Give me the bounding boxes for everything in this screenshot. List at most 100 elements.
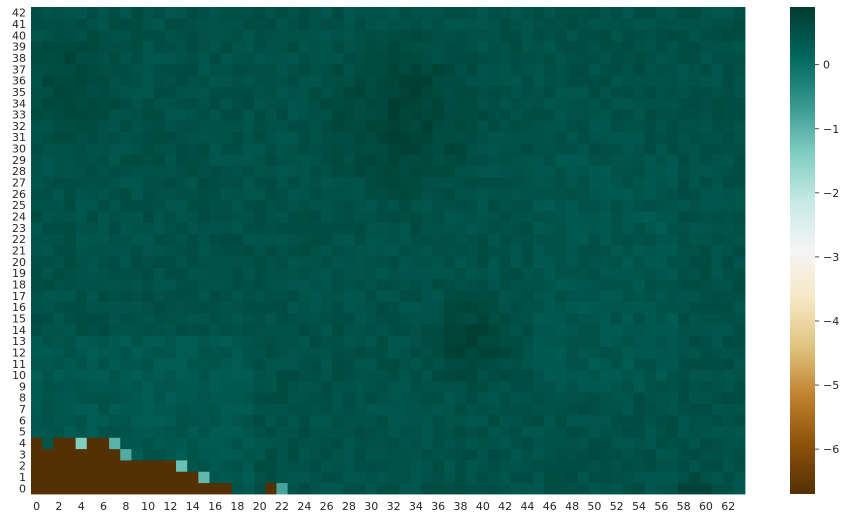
heatmap-cell <box>544 460 556 472</box>
heatmap-cell <box>622 63 634 76</box>
heatmap-cell <box>678 18 690 31</box>
heatmap-cell <box>432 40 445 53</box>
heatmap-cell <box>276 346 288 359</box>
heatmap-cell <box>399 165 411 178</box>
heatmap-cell <box>666 176 679 189</box>
heatmap-cell <box>666 188 679 200</box>
heatmap-cell <box>376 346 389 359</box>
heatmap-cell <box>31 369 43 382</box>
heatmap-cell <box>31 312 43 325</box>
heatmap-cell <box>354 392 367 404</box>
heatmap-cell <box>488 437 500 450</box>
heatmap-cell <box>309 29 322 42</box>
heatmap-cell <box>454 52 467 65</box>
heatmap-cell <box>332 380 344 393</box>
heatmap-cell <box>231 324 244 336</box>
heatmap-cell <box>722 244 735 257</box>
heatmap-cell <box>555 380 567 393</box>
heatmap-cell <box>64 29 77 42</box>
heatmap-cell <box>399 369 411 382</box>
heatmap-cell <box>209 154 222 166</box>
heatmap-cell <box>265 210 277 223</box>
heatmap-cell <box>633 222 645 234</box>
heatmap-cell <box>700 63 712 76</box>
heatmap-cell <box>142 301 155 314</box>
heatmap-cell <box>376 482 389 495</box>
heatmap-cell <box>153 199 166 212</box>
heatmap-cell <box>577 222 590 234</box>
heatmap-cell <box>276 403 288 416</box>
heatmap-cell <box>75 165 88 178</box>
heatmap-cell <box>332 437 344 450</box>
y-tick-label: 23 <box>12 222 26 235</box>
heatmap-cell <box>577 120 590 132</box>
heatmap-cell <box>75 176 88 189</box>
heatmap-cell <box>722 437 735 450</box>
heatmap-cell <box>309 392 322 404</box>
heatmap-cell <box>499 403 512 416</box>
heatmap-cell <box>388 346 400 359</box>
heatmap-cell <box>86 131 99 144</box>
heatmap-cell <box>376 7 389 19</box>
heatmap-cell <box>343 97 355 110</box>
heatmap-cell <box>678 233 690 246</box>
heatmap-cell <box>354 482 367 495</box>
heatmap-cell <box>254 233 266 246</box>
heatmap-cell <box>254 437 266 450</box>
heatmap-cell <box>510 97 523 110</box>
heatmap-cell <box>298 290 311 302</box>
heatmap-cell <box>176 346 188 359</box>
heatmap-cell <box>510 131 523 144</box>
colorbar-tick-label: 0 <box>823 59 830 72</box>
y-tick-label: 10 <box>12 369 26 382</box>
heatmap-cell <box>354 40 367 53</box>
heatmap-cell <box>42 448 54 461</box>
heatmap-cell <box>711 86 724 99</box>
heatmap-cell <box>309 188 322 200</box>
heatmap-cell <box>678 97 690 110</box>
heatmap-cell <box>276 63 288 76</box>
heatmap-cell <box>611 301 623 314</box>
heatmap-cell <box>733 74 746 87</box>
heatmap-cell <box>97 29 110 42</box>
heatmap-cell <box>421 63 434 76</box>
heatmap-cell <box>477 108 489 121</box>
heatmap-cell <box>64 392 77 404</box>
heatmap-cell <box>711 301 724 314</box>
heatmap-cell <box>86 154 99 166</box>
heatmap-cell <box>410 448 422 461</box>
y-tick-label: 14 <box>12 324 26 337</box>
heatmap-cell <box>86 63 99 76</box>
heatmap-cell <box>611 154 623 166</box>
heatmap-cell <box>276 210 288 223</box>
heatmap-cell <box>733 426 746 438</box>
heatmap-cell <box>97 154 110 166</box>
heatmap-cell <box>109 471 121 484</box>
heatmap-cell <box>198 176 210 189</box>
heatmap-cell <box>376 460 389 472</box>
heatmap-cell <box>187 301 199 314</box>
heatmap-cell <box>588 267 601 280</box>
heatmap-cell <box>655 267 668 280</box>
heatmap-cell <box>443 335 456 348</box>
heatmap-cell <box>287 301 300 314</box>
heatmap-cell <box>388 199 400 212</box>
heatmap-cell <box>655 369 668 382</box>
heatmap-cell <box>599 97 612 110</box>
heatmap-cell <box>533 369 545 382</box>
heatmap-cell <box>443 52 456 65</box>
heatmap-cell <box>521 380 534 393</box>
heatmap-cell <box>611 267 623 280</box>
heatmap-cell <box>454 403 467 416</box>
heatmap-cell <box>443 97 456 110</box>
heatmap-cell <box>388 392 400 404</box>
heatmap-cell <box>421 256 434 268</box>
heatmap-cell <box>555 290 567 302</box>
heatmap-cell <box>265 74 277 87</box>
heatmap-cell <box>287 448 300 461</box>
heatmap-cell <box>622 74 634 87</box>
heatmap-cell <box>666 369 679 382</box>
heatmap-cell <box>432 210 445 223</box>
heatmap-cell <box>343 176 355 189</box>
heatmap-cell <box>499 222 512 234</box>
